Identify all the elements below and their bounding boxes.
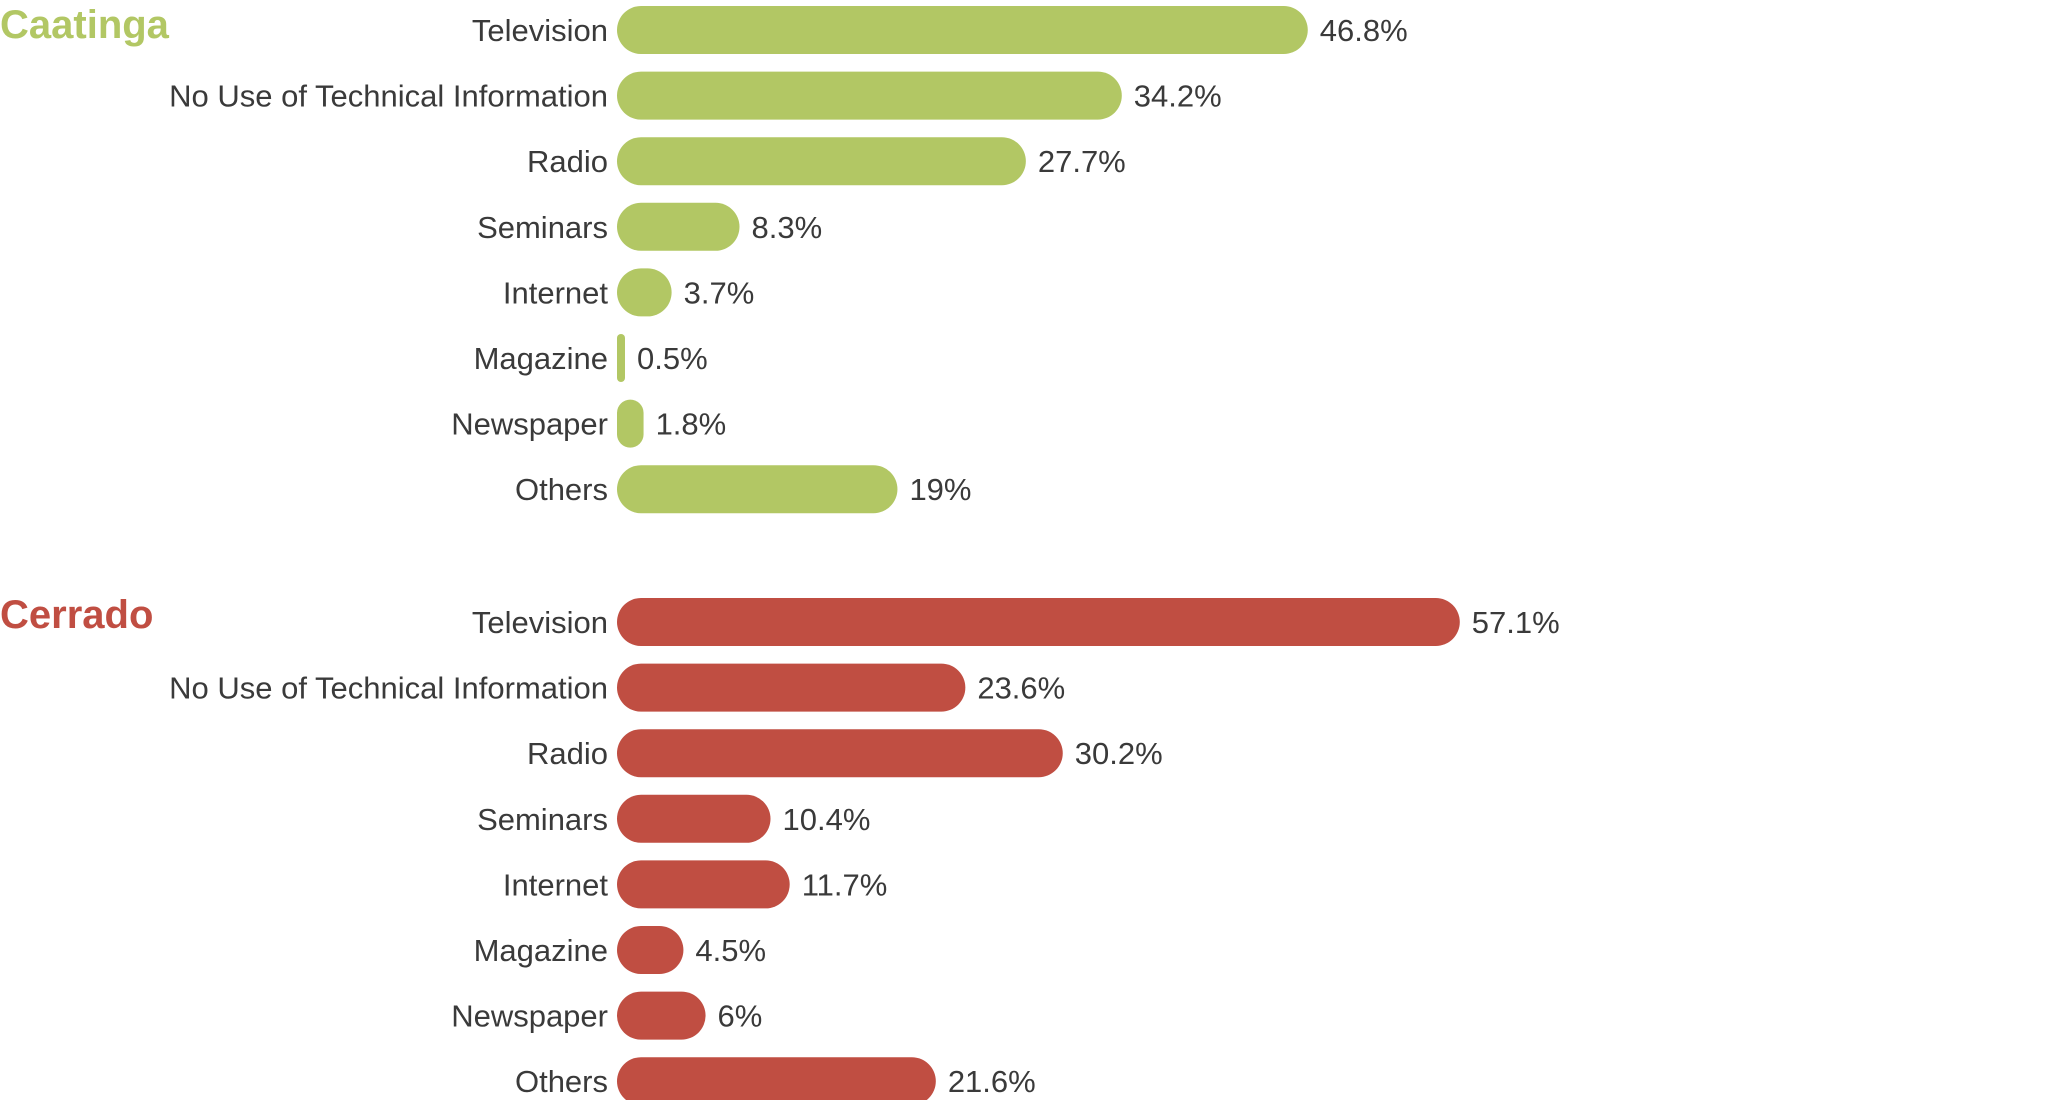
value-label-caatinga-others: 19% bbox=[909, 472, 971, 507]
value-label-cerrado-others: 21.6% bbox=[948, 1064, 1036, 1099]
bar-caatinga-internet bbox=[617, 268, 672, 317]
bar-cerrado-no-use-of-technical-information bbox=[617, 663, 966, 712]
bar-caatinga-no-use-of-technical-information bbox=[617, 71, 1122, 120]
category-label-cerrado-radio: Radio bbox=[527, 736, 608, 771]
panel-title-caatinga: Caatinga bbox=[0, 3, 170, 47]
category-label-caatinga-others: Others bbox=[515, 472, 608, 507]
value-label-caatinga-no-use-of-technical-information: 34.2% bbox=[1134, 79, 1222, 114]
panel-title-cerrado: Cerrado bbox=[0, 593, 153, 637]
value-label-caatinga-radio: 27.7% bbox=[1038, 144, 1126, 179]
bar-cerrado-others bbox=[617, 1057, 936, 1100]
category-label-cerrado-newspaper: Newspaper bbox=[451, 999, 608, 1034]
bar-cerrado-newspaper bbox=[617, 991, 706, 1040]
category-label-cerrado-internet: Internet bbox=[503, 867, 609, 902]
value-label-cerrado-radio: 30.2% bbox=[1075, 736, 1163, 771]
value-label-caatinga-magazine: 0.5% bbox=[637, 341, 708, 376]
category-label-caatinga-radio: Radio bbox=[527, 144, 608, 179]
bar-caatinga-seminars bbox=[617, 202, 740, 251]
value-label-caatinga-newspaper: 1.8% bbox=[656, 407, 727, 442]
panel-caatinga: Caatinga Television 46.8% No Use of Techni… bbox=[0, 3, 1408, 514]
value-label-caatinga-internet: 3.7% bbox=[684, 275, 755, 310]
category-label-caatinga-newspaper: Newspaper bbox=[451, 407, 608, 442]
bar-caatinga-others bbox=[617, 465, 898, 514]
category-label-cerrado-seminars: Seminars bbox=[477, 802, 608, 837]
bar-caatinga-newspaper bbox=[617, 399, 644, 448]
panel-cerrado: Cerrado Television 57.1% No Use of Technic… bbox=[0, 593, 1560, 1100]
bar-cerrado-magazine bbox=[617, 926, 684, 974]
category-label-cerrado-magazine: Magazine bbox=[474, 933, 608, 968]
bar-cerrado-radio bbox=[617, 729, 1063, 778]
category-label-caatinga-no-use-of-technical-information: No Use of Technical Information bbox=[169, 79, 608, 114]
bar-caatinga-television bbox=[617, 6, 1308, 54]
bar-caatinga-magazine bbox=[617, 334, 625, 382]
category-label-caatinga-seminars: Seminars bbox=[477, 210, 608, 245]
value-label-cerrado-magazine: 4.5% bbox=[695, 933, 766, 968]
category-label-caatinga-television: Television bbox=[472, 13, 608, 48]
category-label-caatinga-magazine: Magazine bbox=[474, 341, 608, 376]
value-label-cerrado-newspaper: 6% bbox=[718, 999, 763, 1034]
bar-cerrado-television bbox=[617, 598, 1460, 646]
value-label-cerrado-internet: 11.7% bbox=[802, 867, 888, 902]
value-label-caatinga-seminars: 8.3% bbox=[752, 210, 823, 245]
category-label-cerrado-television: Television bbox=[472, 605, 608, 640]
value-label-cerrado-no-use-of-technical-information: 23.6% bbox=[977, 671, 1065, 706]
category-label-caatinga-internet: Internet bbox=[503, 275, 609, 310]
bar-cerrado-seminars bbox=[617, 794, 771, 843]
value-label-cerrado-seminars: 10.4% bbox=[783, 802, 871, 837]
bar-caatinga-radio bbox=[617, 137, 1026, 186]
value-label-caatinga-television: 46.8% bbox=[1320, 13, 1408, 48]
category-label-cerrado-no-use-of-technical-information: No Use of Technical Information bbox=[169, 671, 608, 706]
bar-cerrado-internet bbox=[617, 860, 790, 909]
category-label-cerrado-others: Others bbox=[515, 1064, 608, 1099]
value-label-cerrado-television: 57.1% bbox=[1472, 605, 1560, 640]
